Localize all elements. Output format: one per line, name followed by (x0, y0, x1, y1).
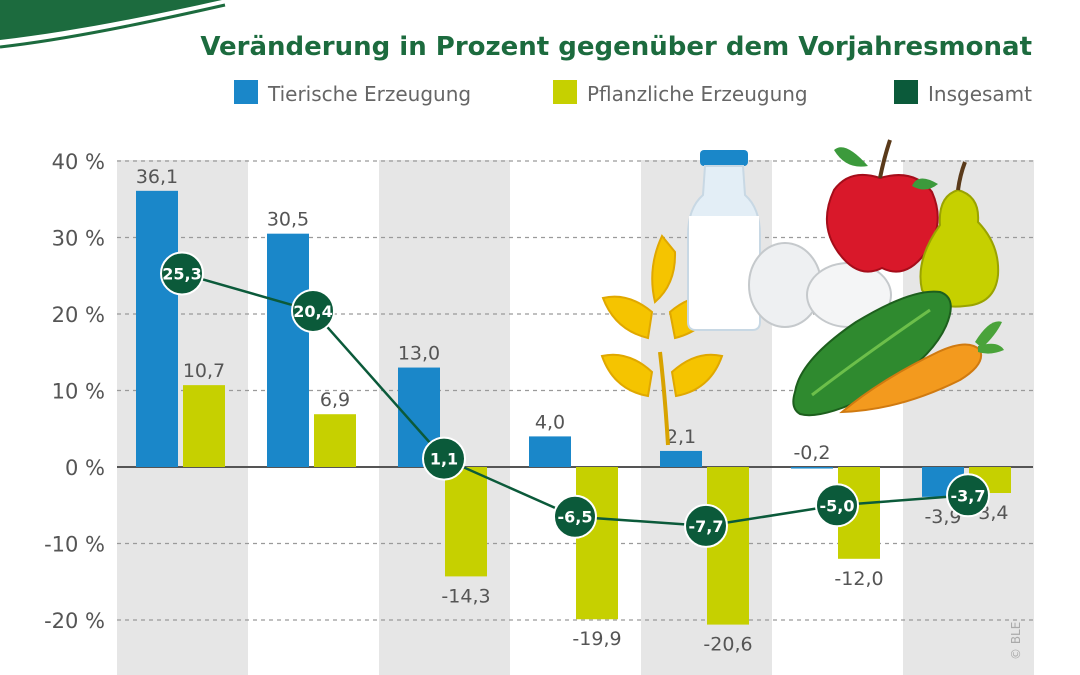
insgesamt-marker (684, 503, 728, 548)
y-tick-label: 20 % (52, 303, 105, 327)
bar-label-pflanzlich: 6,9 (320, 389, 350, 411)
wheat-icon (600, 234, 724, 446)
insgesamt-marker (291, 288, 335, 333)
bar-label-tierisch: 13,0 (398, 343, 440, 365)
legend: Tierische Erzeugung Pflanzliche Erzeugun… (234, 80, 1032, 106)
bar-label-pflanzlich: -19,9 (572, 628, 621, 650)
insgesamt-marker (815, 483, 859, 528)
insgesamt-marker-label: -5,0 (820, 496, 855, 515)
bar-label-tierisch: -3,9 (924, 506, 961, 528)
pear-icon (912, 161, 1000, 308)
insgesamt-marker-label: -3,7 (951, 486, 986, 505)
bar-labels: 36,1 30,5 13,0 4,0 2,1 -0,2 -3,9 10,7 6,9 -14,3 -1… (136, 166, 1009, 656)
eggs-icon (748, 242, 892, 328)
food-illustration (600, 139, 1004, 446)
insgesamt-marker-label: -6,5 (558, 508, 593, 527)
legend-label-pflanzlich: Pflanzliche Erzeugung (587, 82, 808, 106)
legend-swatch-insgesamt (894, 80, 918, 104)
corner-banner (0, 0, 222, 40)
chart-title: Veränderung in Prozent gegenüber dem Vor… (200, 32, 1032, 62)
bar-label-pflanzlich: -20,6 (703, 634, 752, 656)
insgesamt-marker-label: 25,3 (162, 264, 201, 283)
apple-icon (825, 139, 939, 273)
legend-swatch-tierisch (234, 80, 258, 104)
y-tick-label: 10 % (52, 380, 105, 404)
bar-label-pflanzlich: -14,3 (441, 585, 490, 607)
insgesamt-marker-label: -7,7 (689, 517, 724, 536)
y-tick-label: -10 % (44, 533, 105, 557)
y-tick-label: 40 % (52, 150, 105, 174)
bar-pflanzlich (445, 467, 487, 577)
corner-banner-line (0, 3, 226, 49)
insgesamt-marker-label: 20,4 (293, 302, 332, 321)
bar-label-tierisch: -0,2 (793, 442, 830, 464)
bar-label-pflanzlich: -12,0 (834, 568, 883, 590)
y-tick-label: 0 % (65, 456, 105, 480)
legend-label-insgesamt: Insgesamt (928, 82, 1032, 106)
credit-text: © BLE (1009, 622, 1023, 660)
y-tick-label: 30 % (52, 227, 105, 251)
bar-label-tierisch: 36,1 (136, 166, 178, 188)
bar-tierisch (136, 190, 178, 467)
milk-bottle-icon (687, 150, 761, 331)
bar-label-tierisch: 4,0 (535, 411, 565, 433)
insgesamt-markers: 25,3 20,4 1,1 -6,5 -7,7 -5,0 -3,7 (160, 251, 990, 548)
insgesamt-marker (422, 436, 466, 481)
bar-pflanzlich (183, 385, 225, 467)
bar-label-pflanzlich: 10,7 (183, 360, 225, 382)
bar-pflanzlich (576, 467, 618, 620)
insgesamt-marker (160, 251, 204, 296)
bar-tierisch (267, 233, 309, 467)
y-axis-ticks: 40 % 30 % 20 % 10 % 0 % -10 % -20 % (44, 150, 105, 633)
insgesamt-marker-label: 1,1 (430, 450, 458, 469)
bar-tierisch (660, 450, 702, 467)
legend-swatch-pflanzlich (553, 80, 577, 104)
bar-label-tierisch: 2,1 (666, 426, 696, 448)
bar-tierisch (529, 436, 571, 467)
insgesamt-marker (946, 473, 990, 518)
bar-label-tierisch: 30,5 (267, 209, 309, 231)
bar-tierisch (791, 467, 833, 469)
legend-label-tierisch: Tierische Erzeugung (267, 82, 471, 106)
bar-pflanzlich (314, 414, 356, 467)
insgesamt-marker (553, 494, 597, 539)
y-tick-label: -20 % (44, 609, 105, 633)
cucumber-icon (792, 290, 952, 417)
carrot-icon (839, 321, 1004, 414)
